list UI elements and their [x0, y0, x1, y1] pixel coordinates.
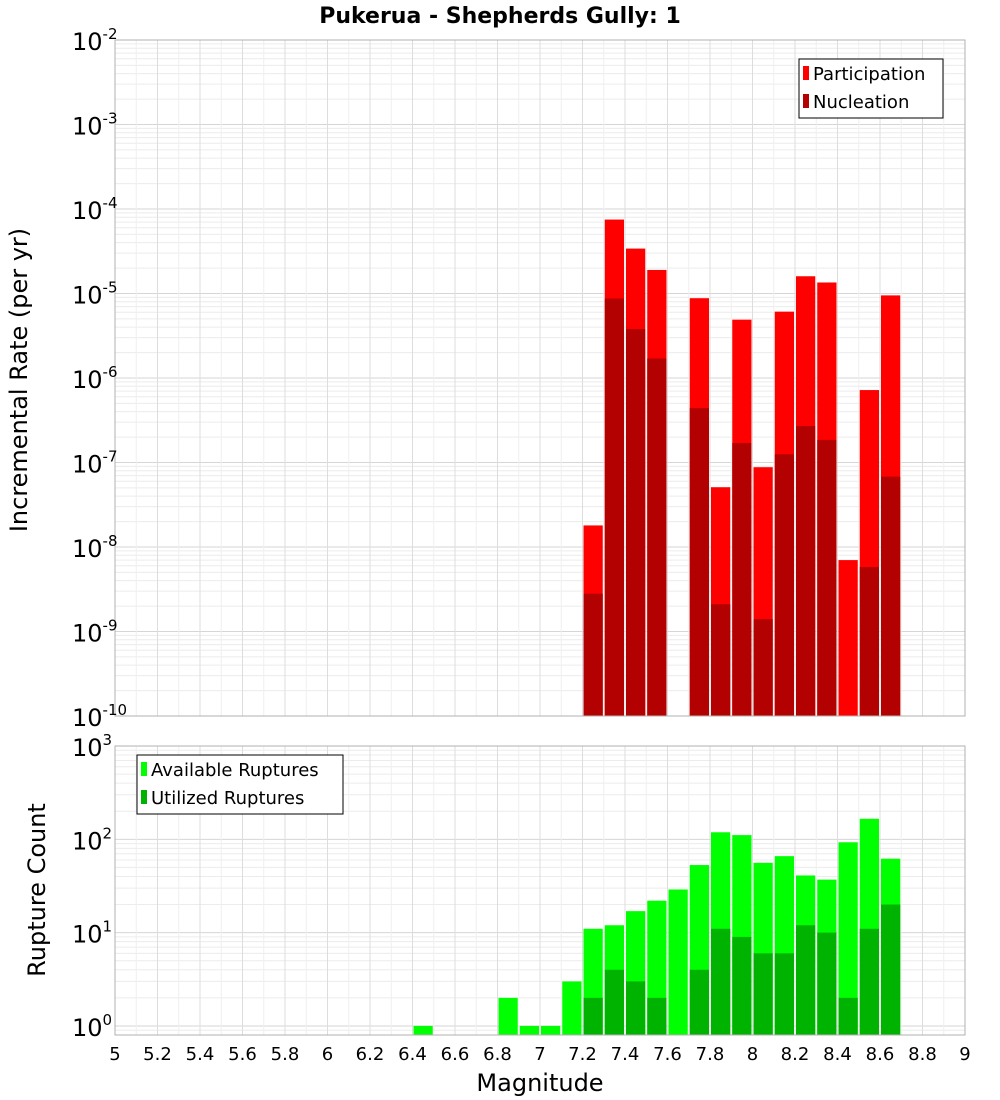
bar-utilized-ruptures: [732, 936, 752, 1035]
x-tick-label: 9: [959, 1044, 970, 1065]
bar-nucleation: [583, 593, 603, 716]
bar-utilized-ruptures: [604, 969, 624, 1035]
x-tick-label: 5.4: [186, 1044, 215, 1065]
bar-utilized-ruptures: [859, 928, 879, 1035]
bar-nucleation: [774, 454, 794, 716]
bar-utilized-ruptures: [817, 932, 837, 1035]
legend: Available Ruptures Utilized Ruptures: [136, 754, 344, 815]
y-tick-label: 10-2: [72, 25, 118, 56]
x-tick-label: 8.8: [908, 1044, 937, 1065]
x-tick-label: 7.8: [696, 1044, 725, 1065]
x-tick-label: 7.6: [653, 1044, 682, 1065]
bar-utilized-ruptures: [583, 997, 603, 1035]
bar-utilized-ruptures: [711, 928, 731, 1035]
bar-available-ruptures: [413, 1025, 433, 1035]
y-tick-label: 102: [72, 824, 112, 855]
y-tick-label: 10-6: [72, 363, 118, 394]
x-tick-label: 6.8: [483, 1044, 512, 1065]
bar-utilized-ruptures: [881, 904, 901, 1035]
y-axis-label-count: Rupture Count: [23, 803, 51, 977]
bar-available-ruptures: [562, 981, 582, 1035]
chart-title: Pukerua - Shepherds Gully: 1: [319, 4, 681, 29]
bar-nucleation: [711, 604, 731, 716]
bar-available-ruptures: [519, 1025, 539, 1035]
y-tick-label: 10-7: [72, 448, 118, 479]
bar-utilized-ruptures: [838, 997, 858, 1035]
y-tick-label: 10-10: [72, 701, 127, 732]
legend-box: [136, 754, 344, 815]
y-axis-label-rate: Incremental Rate (per yr): [5, 228, 33, 532]
x-tick-label: 8.6: [866, 1044, 895, 1065]
legend-swatch: [141, 790, 147, 804]
x-tick-label: 6.4: [398, 1044, 427, 1065]
bar-utilized-ruptures: [774, 953, 794, 1035]
y-tick-label: 101: [72, 918, 112, 949]
x-tick-label: 8.2: [781, 1044, 810, 1065]
x-tick-label: 8.4: [823, 1044, 852, 1065]
legend-box: [798, 58, 944, 119]
x-axis-ticks: 5 5.2 5.4 5.6 5.8 6 6.2 6.4 6.6 6.8 7 7.2 7.4 7.6 7.8 8…: [109, 1044, 970, 1065]
bar-nucleation: [689, 408, 709, 716]
y-tick-label: 10-8: [72, 532, 118, 563]
bar-nucleation: [753, 619, 773, 716]
bar-utilized-ruptures: [626, 981, 646, 1035]
x-tick-label: 8: [747, 1044, 758, 1065]
legend-label: Available Ruptures: [151, 760, 319, 781]
y-tick-label: 10-9: [72, 617, 118, 648]
bar-nucleation: [796, 426, 816, 716]
x-tick-label: 7.2: [568, 1044, 597, 1065]
legend-label: Nucleation: [813, 92, 909, 113]
rate-panel: 10-10 10-9 10-8 10-7 10-6 10-5 10-4 10-3 10-2 Par…: [72, 25, 966, 732]
bar-available-ruptures: [498, 997, 518, 1035]
bar-nucleation: [604, 298, 624, 716]
bar-nucleation: [817, 439, 837, 716]
y-tick-label: 100: [72, 1011, 112, 1042]
legend-swatch: [141, 762, 147, 776]
bar-nucleation: [859, 566, 879, 716]
bar-utilized-ruptures: [753, 953, 773, 1035]
y-tick-label: 103: [72, 731, 112, 762]
x-tick-label: 6: [322, 1044, 333, 1065]
y-tick-label: 10-5: [72, 279, 118, 310]
bar-nucleation: [647, 358, 667, 716]
bar-utilized-ruptures: [689, 969, 709, 1035]
bar-participation: [838, 560, 858, 716]
legend-label: Utilized Ruptures: [151, 788, 304, 809]
bar-available-ruptures: [541, 1025, 561, 1035]
x-tick-label: 7: [534, 1044, 545, 1065]
bar-utilized-ruptures: [796, 925, 816, 1035]
bar-nucleation: [881, 476, 901, 716]
y-tick-label: 10-4: [72, 194, 118, 225]
bar-available-ruptures: [668, 889, 688, 1035]
legend-swatch: [803, 66, 809, 80]
bar-utilized-ruptures: [647, 997, 667, 1035]
x-tick-label: 6.6: [441, 1044, 470, 1065]
x-tick-label: 6.2: [356, 1044, 385, 1065]
legend-swatch: [803, 94, 809, 108]
x-tick-label: 5: [109, 1044, 120, 1065]
plot-frame: [114, 39, 966, 717]
legend: Participation Nucleation: [798, 58, 944, 119]
legend-label: Participation: [813, 64, 925, 85]
bar-nucleation: [626, 329, 646, 716]
x-tick-label: 5.8: [271, 1044, 300, 1065]
bar-available-ruptures: [838, 842, 858, 1035]
x-tick-label: 5.2: [143, 1044, 172, 1065]
y-tick-label: 10-3: [72, 110, 118, 141]
bar-nucleation: [732, 443, 752, 716]
x-tick-label: 5.6: [228, 1044, 257, 1065]
x-tick-label: 7.4: [611, 1044, 640, 1065]
count-panel: 100 101 102 103 Available Ruptures Utilized R…: [72, 731, 966, 1042]
plot-frame: [114, 745, 966, 1036]
x-axis-label: Magnitude: [476, 1069, 603, 1097]
